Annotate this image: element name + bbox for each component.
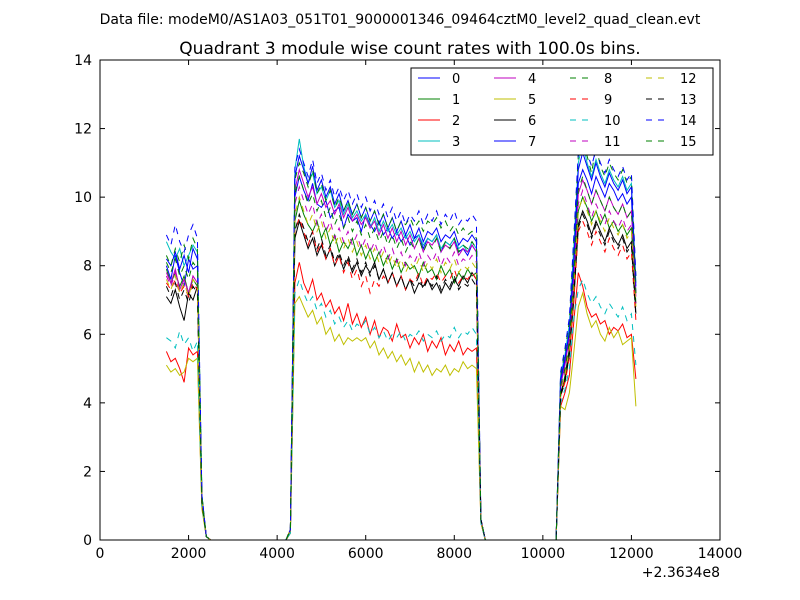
y-tick-label: 2 (83, 464, 92, 480)
x-tick-label: 10000 (521, 546, 566, 562)
legend-label: 1 (452, 93, 460, 108)
legend-label: 3 (452, 135, 460, 150)
y-tick-label: 12 (74, 122, 92, 138)
series-line-2 (165, 262, 637, 541)
legend-label: 13 (680, 93, 697, 108)
legend-label: 7 (528, 135, 536, 150)
y-tick-label: 8 (83, 259, 92, 275)
x-tick-label: 14000 (698, 546, 743, 562)
axis-ticks: 0 2000 4000 6000 8000 10000 12000 1400002468101… (74, 53, 742, 562)
series-line-3 (165, 138, 637, 541)
y-tick-label: 6 (83, 327, 92, 343)
series-line-13 (165, 212, 637, 541)
plot-area-frame (99, 59, 721, 541)
legend-label: 12 (680, 72, 697, 87)
legend-label: 9 (604, 93, 612, 108)
x-offset-label: +2.3634e8 (642, 565, 720, 581)
legend-label: 14 (680, 114, 697, 129)
x-tick-label: 2000 (171, 546, 207, 562)
legend-label: 15 (680, 135, 697, 150)
x-tick-label: 6000 (348, 546, 384, 562)
x-tick-label: 8000 (436, 546, 472, 562)
legend-label: 2 (452, 114, 460, 129)
chart-title: Quadrant 3 module wise count rates with … (179, 39, 640, 59)
y-tick-label: 14 (74, 53, 92, 69)
legend-label: 4 (528, 72, 536, 87)
legend-label: 10 (604, 114, 621, 129)
chart-suptitle: Data file: modeM0/AS1A03_051T01_90000013… (100, 12, 701, 28)
y-tick-label: 4 (83, 396, 92, 412)
series-line-8 (165, 144, 637, 541)
series-line-6 (165, 209, 637, 541)
x-tick-label: 12000 (609, 546, 654, 562)
legend-label: 0 (452, 72, 460, 87)
x-tick-label: 4000 (259, 546, 295, 562)
legend-label: 6 (528, 114, 536, 129)
series-line-5 (165, 291, 637, 541)
legend-label: 11 (604, 135, 621, 150)
y-tick-label: 0 (83, 533, 92, 549)
legend-label: 5 (528, 93, 536, 108)
y-tick-label: 10 (74, 190, 92, 206)
x-tick-label: 0 (96, 546, 105, 562)
legend-label: 8 (604, 72, 612, 87)
plot-lines (165, 135, 637, 541)
